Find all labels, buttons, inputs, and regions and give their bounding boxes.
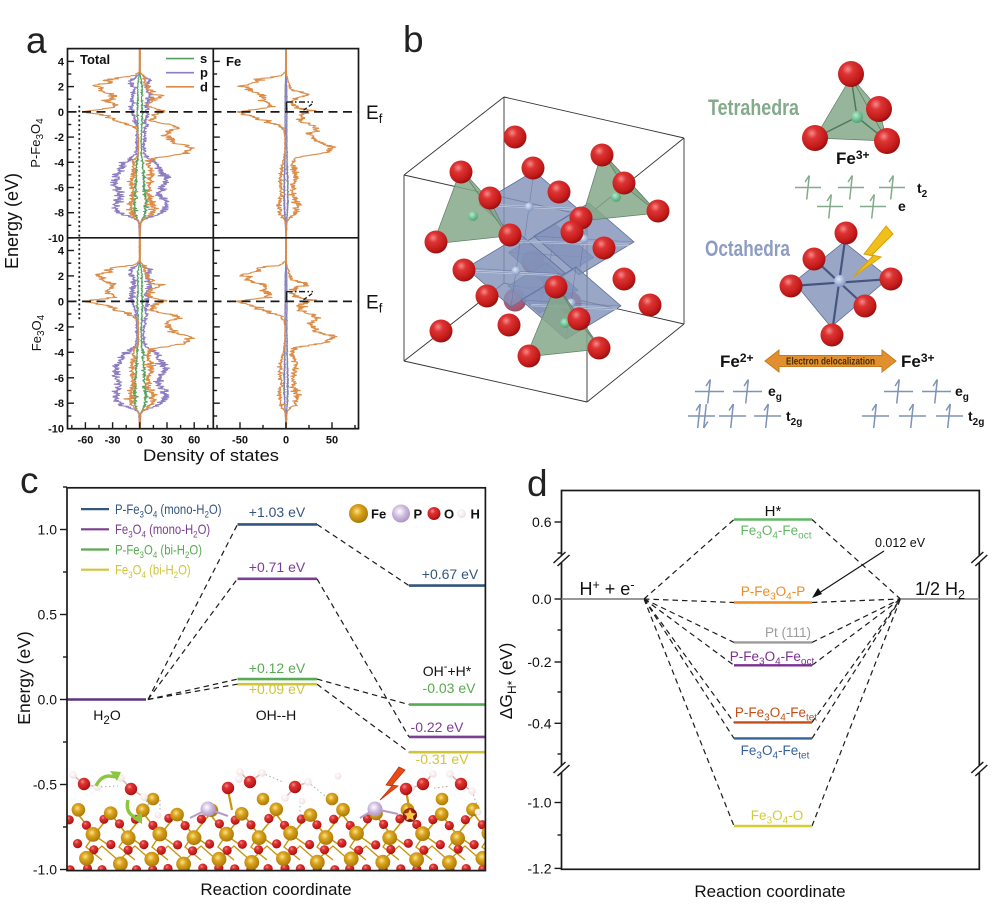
svg-text:1/2 H2: 1/2 H2 (915, 579, 965, 602)
svg-text:Fe: Fe (226, 54, 241, 69)
svg-text:-4: -4 (54, 347, 65, 359)
svg-text:Pt (111): Pt (111) (765, 625, 811, 640)
svg-text:-6: -6 (54, 373, 64, 385)
svg-text:0.6: 0.6 (532, 514, 552, 530)
svg-text:Density of states: Density of states (143, 446, 279, 465)
svg-text:0: 0 (58, 296, 64, 308)
svg-text:s: s (200, 51, 207, 66)
svg-text:30: 30 (161, 435, 173, 447)
svg-text:Fe3O4 (bi-H2O): Fe3O4 (bi-H2O) (115, 563, 191, 581)
svg-text:-10: -10 (48, 424, 64, 436)
svg-text:-0.31 eV: -0.31 eV (416, 751, 470, 767)
svg-text:-8: -8 (54, 208, 64, 220)
svg-text:-0.03 eV: -0.03 eV (423, 680, 477, 696)
svg-text:-30: -30 (105, 435, 121, 447)
svg-text:0.0: 0.0 (38, 692, 58, 708)
svg-text:-1.0: -1.0 (33, 862, 57, 878)
svg-text:-8: -8 (54, 398, 64, 410)
svg-text:+0.71 eV: +0.71 eV (249, 559, 306, 575)
svg-text:Reaction coordinate: Reaction coordinate (694, 882, 845, 901)
svg-text:Tetrahedra: Tetrahedra (708, 95, 800, 120)
svg-text:-0.5: -0.5 (33, 777, 57, 793)
svg-text:4: 4 (58, 246, 65, 258)
svg-text:-6: -6 (54, 183, 64, 195)
svg-text:50: 50 (326, 435, 338, 447)
svg-text:H*: H* (765, 503, 782, 520)
svg-text:+0.67 eV: +0.67 eV (422, 566, 479, 582)
svg-text:P-Fe3O4: P-Fe3O4 (28, 118, 46, 168)
svg-text:p: p (200, 65, 208, 80)
svg-text:H2O: H2O (93, 707, 121, 727)
svg-text:P-Fe3O4 (bi-H2O): P-Fe3O4 (bi-H2O) (115, 542, 202, 560)
svg-text:H+ + e-: H+ + e- (579, 578, 634, 599)
svg-text:-2: -2 (54, 132, 64, 144)
svg-text:-2: -2 (54, 322, 64, 334)
svg-text:Electron delocalization: Electron delocalization (786, 356, 875, 368)
svg-text:4: 4 (58, 56, 65, 68)
svg-text:2: 2 (58, 271, 64, 283)
svg-text:P-Fe3O4-Feoct: P-Fe3O4-Feoct (730, 649, 815, 668)
svg-text:-60: -60 (77, 435, 93, 447)
svg-text:-1.0: -1.0 (527, 795, 551, 811)
svg-text:Reaction coordinate: Reaction coordinate (200, 880, 351, 899)
svg-text:Fe: Fe (371, 507, 386, 522)
svg-text:2: 2 (58, 82, 64, 94)
svg-text:-10: -10 (48, 233, 64, 245)
svg-text:-0.22 eV: -0.22 eV (411, 719, 465, 735)
svg-text:a: a (26, 20, 47, 61)
svg-text:-0.2: -0.2 (527, 654, 551, 670)
svg-text:Energy (eV): Energy (eV) (14, 631, 34, 724)
svg-text:0.012 eV: 0.012 eV (875, 536, 926, 550)
svg-text:Fe3O4-O: Fe3O4-O (751, 808, 803, 827)
svg-text:0.5: 0.5 (38, 607, 58, 623)
svg-text:1.0: 1.0 (38, 522, 58, 538)
svg-text:-4: -4 (54, 157, 65, 169)
svg-text:Fe3O4: Fe3O4 (29, 314, 47, 351)
svg-text:0: 0 (283, 435, 289, 447)
svg-text:OH--H: OH--H (256, 707, 296, 723)
svg-text:+1.03 eV: +1.03 eV (249, 504, 306, 520)
svg-text:OH-+H*: OH-+H* (423, 661, 472, 679)
svg-text:ΔGH* (eV): ΔGH* (eV) (496, 643, 519, 720)
svg-text:d: d (200, 79, 208, 94)
svg-text:-0.4: -0.4 (527, 715, 551, 731)
svg-text:d: d (527, 463, 548, 504)
svg-text:+0.09 eV: +0.09 eV (249, 681, 306, 697)
svg-text:t2: t2 (917, 180, 928, 200)
svg-text:-1.2: -1.2 (527, 860, 551, 876)
svg-text:e: e (898, 198, 906, 214)
svg-text:P: P (414, 507, 423, 522)
svg-text:Ef: Ef (366, 103, 383, 126)
svg-text:H: H (471, 507, 480, 522)
svg-text:+0.12 eV: +0.12 eV (249, 660, 306, 676)
svg-text:-50: -50 (232, 435, 248, 447)
svg-text:P-Fe3O4-Fetet: P-Fe3O4-Fetet (735, 705, 817, 724)
svg-text:0.0: 0.0 (532, 591, 552, 607)
svg-text:0: 0 (137, 435, 143, 447)
svg-text:60: 60 (188, 435, 200, 447)
svg-text:0: 0 (58, 107, 64, 119)
svg-text:c: c (20, 460, 39, 501)
svg-text:Octahedra: Octahedra (705, 236, 791, 261)
svg-text:b: b (403, 19, 424, 60)
svg-text:Total: Total (80, 52, 110, 67)
svg-text:Ef: Ef (366, 292, 383, 315)
svg-text:Energy (eV): Energy (eV) (2, 173, 22, 269)
svg-text:O: O (444, 507, 454, 522)
